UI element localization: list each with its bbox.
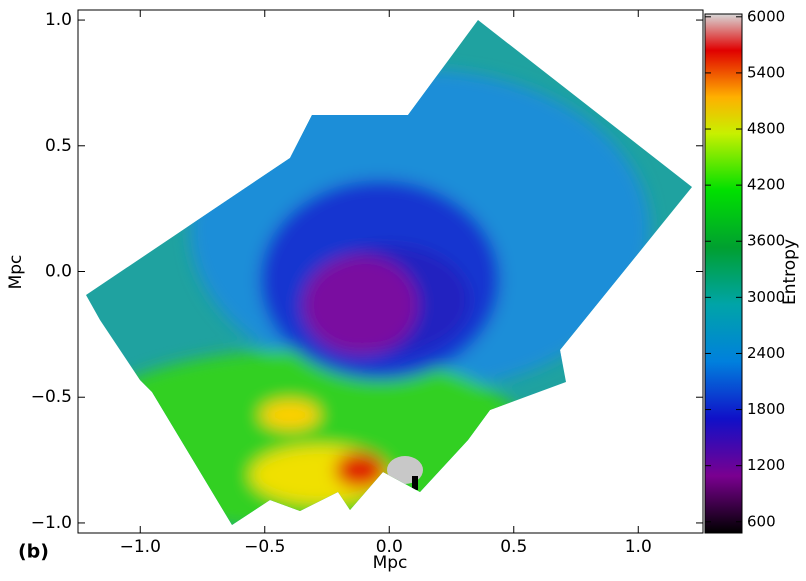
colorbar-tick-label: 1800 bbox=[747, 400, 785, 418]
y-tick-label: −1.0 bbox=[31, 513, 72, 533]
y-axis-label: Mpc bbox=[6, 255, 26, 290]
heatmap-image bbox=[86, 20, 692, 525]
x-axis-label: Mpc bbox=[373, 553, 408, 573]
x-tick-label: −0.5 bbox=[244, 537, 285, 557]
x-tick-label: 0.5 bbox=[500, 537, 527, 557]
y-tick-label: 1.0 bbox=[45, 10, 72, 30]
colorbar-tick-label: 4800 bbox=[747, 120, 785, 138]
y-tick-label: 0.0 bbox=[45, 262, 72, 282]
y-tick-label: 0.5 bbox=[45, 136, 72, 156]
colorbar-tick-label: 3600 bbox=[747, 232, 785, 250]
x-tick-label: −1.0 bbox=[120, 537, 161, 557]
colorbar-tick-label: 6000 bbox=[747, 7, 785, 25]
colorbar-tick-label: 1200 bbox=[747, 456, 785, 474]
y-tick-label: −0.5 bbox=[31, 387, 72, 407]
colorbar-tick-label: 5400 bbox=[747, 63, 785, 81]
colorbar-tick-label: 600 bbox=[747, 512, 776, 530]
colorbar-tick-label: 4200 bbox=[747, 176, 785, 194]
x-tick-label: 1.0 bbox=[625, 537, 652, 557]
x-tick-label: 0.0 bbox=[376, 537, 403, 557]
colorbar-tick-label: 2400 bbox=[747, 344, 785, 362]
panel-label: (b) bbox=[18, 541, 49, 563]
colorbar-tick-label: 3000 bbox=[747, 288, 785, 306]
colorbar bbox=[704, 13, 743, 534]
colorbar-label: Entropy bbox=[780, 239, 800, 305]
